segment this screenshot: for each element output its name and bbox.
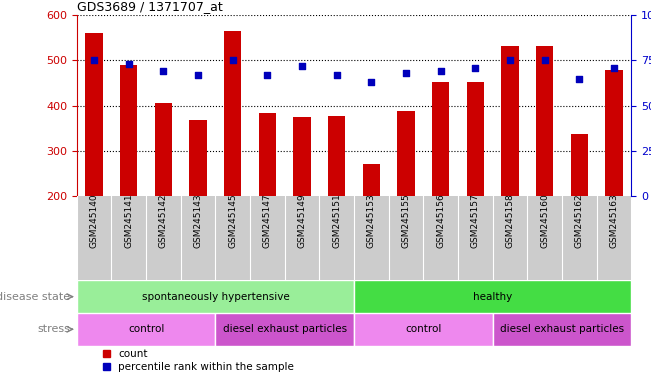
Bar bbox=[259, 113, 276, 196]
Text: diesel exhaust particles: diesel exhaust particles bbox=[223, 324, 347, 334]
Text: spontaneously hypertensive: spontaneously hypertensive bbox=[142, 291, 289, 302]
Bar bbox=[398, 111, 415, 196]
Bar bbox=[294, 118, 311, 196]
Bar bbox=[493, 313, 631, 346]
Bar bbox=[224, 31, 242, 196]
Point bbox=[505, 58, 516, 64]
Bar bbox=[571, 134, 588, 196]
Point bbox=[470, 65, 480, 71]
Bar bbox=[77, 313, 215, 346]
Bar bbox=[501, 46, 519, 196]
Bar bbox=[215, 313, 354, 346]
Text: control: control bbox=[128, 324, 164, 334]
Point bbox=[574, 76, 585, 82]
Point bbox=[540, 58, 550, 64]
Legend: count, percentile rank within the sample: count, percentile rank within the sample bbox=[103, 349, 294, 372]
Bar bbox=[536, 46, 553, 196]
Text: stress: stress bbox=[38, 324, 70, 334]
Point bbox=[158, 68, 169, 74]
Point bbox=[124, 61, 134, 67]
Bar bbox=[432, 82, 449, 196]
Bar bbox=[85, 33, 103, 196]
Text: healthy: healthy bbox=[473, 291, 512, 302]
Text: disease state: disease state bbox=[0, 291, 70, 302]
Text: control: control bbox=[406, 324, 441, 334]
Bar bbox=[363, 164, 380, 196]
Point bbox=[367, 79, 377, 85]
Point bbox=[193, 72, 203, 78]
Bar bbox=[467, 82, 484, 196]
Bar bbox=[605, 70, 623, 196]
Bar bbox=[354, 313, 493, 346]
Bar bbox=[155, 103, 172, 196]
Point bbox=[89, 58, 100, 64]
Point bbox=[297, 63, 307, 69]
Point bbox=[401, 70, 411, 76]
Point bbox=[609, 65, 619, 71]
Bar bbox=[328, 116, 346, 196]
Bar bbox=[77, 280, 354, 313]
Bar bbox=[120, 65, 137, 196]
Point bbox=[262, 72, 273, 78]
Text: diesel exhaust particles: diesel exhaust particles bbox=[500, 324, 624, 334]
Point bbox=[331, 72, 342, 78]
Text: GDS3689 / 1371707_at: GDS3689 / 1371707_at bbox=[77, 0, 223, 13]
Bar bbox=[189, 121, 207, 196]
Point bbox=[228, 58, 238, 64]
Point bbox=[436, 68, 446, 74]
Bar bbox=[354, 280, 631, 313]
